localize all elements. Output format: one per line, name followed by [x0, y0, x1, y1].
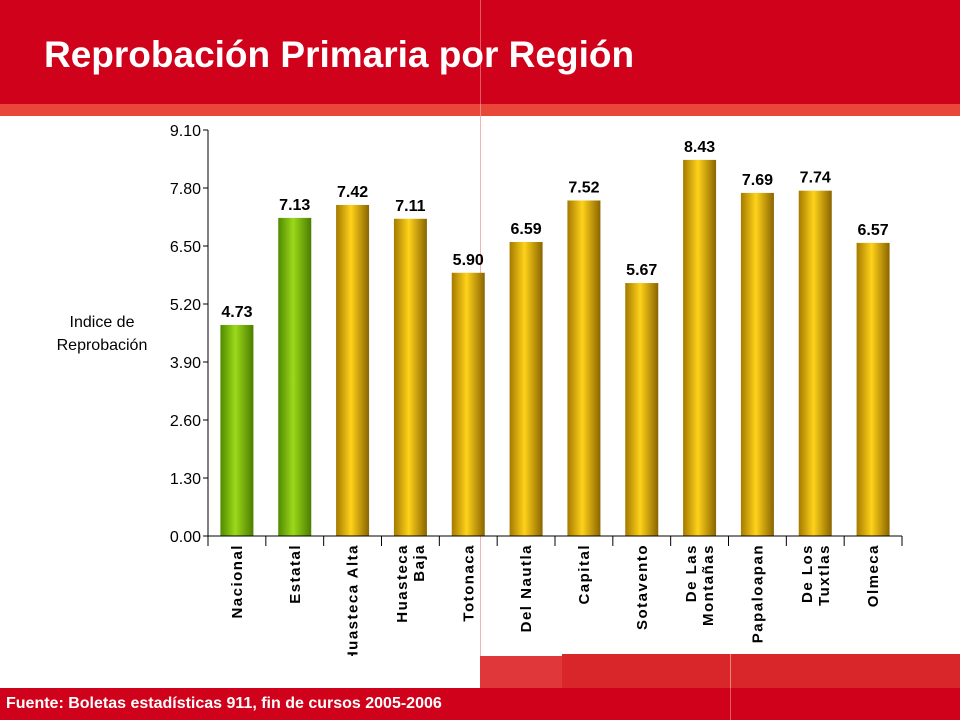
data-label: 4.73: [221, 304, 252, 321]
y-tick-label: 1.30: [170, 471, 201, 488]
bar: [856, 242, 890, 536]
header-strip-divider: [480, 104, 481, 116]
data-label: 7.42: [337, 184, 368, 201]
bar: [278, 217, 312, 536]
header-bar: Reprobación Primaria por Región: [0, 0, 960, 104]
bar: [567, 200, 601, 536]
bar: [220, 324, 254, 536]
x-axis: Nacional Estatal Huasteca Alta Huasteca Baja…: [207, 535, 903, 656]
data-label: 6.59: [511, 221, 542, 238]
x-tick-label: Huasteca: [394, 544, 411, 623]
bar: [625, 283, 659, 536]
bar: [683, 159, 717, 536]
x-tick-label: Totonaca: [460, 544, 477, 622]
data-label: 7.52: [568, 179, 599, 196]
bar: [740, 192, 774, 536]
bar: [451, 272, 485, 536]
x-tick-label: Papaloapan: [749, 544, 766, 643]
x-tick-label: Tuxtlas: [816, 544, 833, 606]
y-axis: 0.00 1.30 2.60 3.90 5.20 6.50 7.80 9.10: [170, 123, 209, 546]
footer-accent-divider: [730, 654, 731, 688]
footer-bar: Fuente: Boletas estadísticas 911, fin de…: [0, 688, 960, 720]
y-tick-label: 3.90: [170, 355, 201, 372]
footer-accent-block: [562, 654, 960, 688]
x-tick-label: Baja: [411, 544, 428, 582]
x-tick-label: Huasteca Alta: [345, 544, 362, 656]
data-label: 5.67: [626, 262, 657, 279]
bar: [393, 218, 427, 536]
bar: [336, 204, 370, 536]
y-tick-label: 5.20: [170, 297, 201, 314]
x-tick-label: Estatal: [287, 544, 304, 604]
y-tick-label: 6.50: [170, 239, 201, 256]
data-label: 8.43: [684, 139, 715, 156]
x-tick-label: Olmeca: [865, 544, 882, 607]
y-tick-label: 7.80: [170, 181, 201, 198]
bar: [798, 190, 832, 536]
y-tick-label: 2.60: [170, 413, 201, 430]
y-tick-label: 9.10: [170, 123, 201, 140]
source-note: Fuente: Boletas estadísticas 911, fin de…: [6, 695, 442, 712]
bar: [509, 241, 543, 536]
y-tick-label: 0.00: [170, 529, 201, 546]
data-label: 7.13: [279, 197, 310, 214]
x-tick-label: De Los: [799, 544, 816, 603]
bar-chart: Indice de Reprobación 0.00 1.30 2.60 3.90 5.2…: [57, 123, 903, 656]
data-label: 5.90: [453, 252, 484, 269]
x-tick-label: Nacional: [229, 544, 246, 619]
x-tick-label: Capital: [576, 544, 593, 605]
x-tick-label: Sotavento: [634, 544, 651, 630]
data-label: 7.11: [395, 198, 425, 215]
y-axis-title-line: Reprobación: [57, 337, 148, 354]
data-label: 7.69: [742, 172, 773, 189]
x-tick-label: Del Nautla: [518, 544, 535, 632]
bars-group: 4.73 7.13 7.42 7.11 5.90 6.59 7.52 5.67 8.43 7.69…: [220, 139, 890, 536]
footer-divider: [730, 688, 731, 720]
header-divider: [480, 0, 481, 104]
page-title: Reprobación Primaria por Región: [44, 34, 635, 75]
x-tick-label: De Las: [683, 544, 700, 602]
header-strip: [0, 104, 960, 116]
data-label: 7.74: [800, 170, 831, 187]
footer-accent-block: [480, 656, 562, 688]
y-axis-title: Indice de Reprobación: [57, 314, 148, 354]
x-tick-label: Montañas: [700, 544, 717, 626]
data-label: 6.57: [858, 222, 889, 239]
y-axis-title-line: Indice de: [70, 314, 135, 331]
